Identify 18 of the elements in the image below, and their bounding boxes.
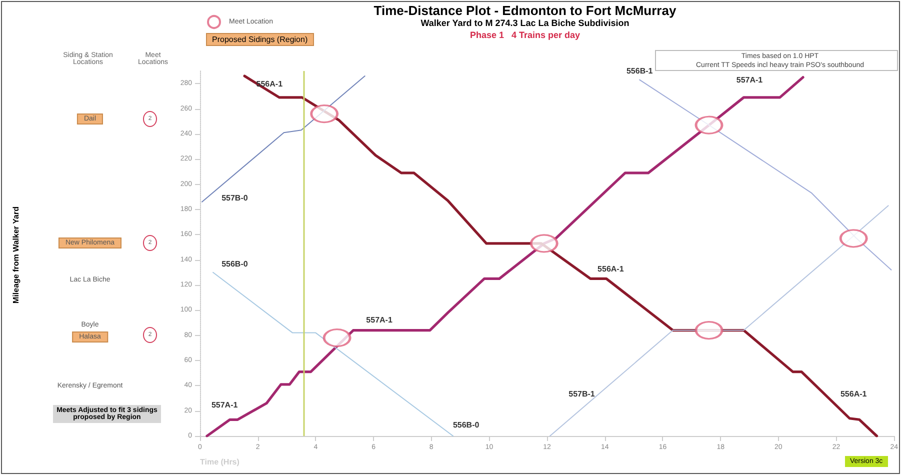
text: Proposed Sidings (Region) [206,33,314,46]
annotation: 556B-1 [626,66,653,76]
annotation: 557A-1 [736,75,763,84]
annotation: 556B-0 [222,259,248,268]
chart-subtitle: Walker Yard to M 274.3 Lac La Biche Subdivision [420,18,630,28]
line-series [206,76,804,438]
annotation: 557A-1 [366,316,392,325]
line-series [202,76,366,202]
annotation: 557B-1 [568,390,595,399]
annotation: 556A-1 [598,264,624,274]
annotation: 557B-0 [222,194,248,203]
text: Mileage from Walker Yard [12,206,20,304]
chart-title: Time-Distance Plot - Edmonton to Fort McMurray [374,3,676,18]
annotation: 556B-0 [452,420,480,430]
text: Phase 1 4 Trains per day [470,30,580,40]
annotation: 557A-1 [211,400,238,410]
annotation: 556A-1 [840,390,867,399]
annotation: 556A-1 [256,79,283,88]
